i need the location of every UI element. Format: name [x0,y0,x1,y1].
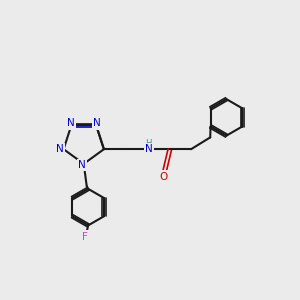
Text: F: F [82,232,88,242]
Text: H: H [146,140,152,148]
Text: N: N [78,160,86,170]
Text: N: N [56,144,64,154]
Text: N: N [93,118,101,128]
Text: N: N [67,118,75,128]
Text: N: N [145,144,152,154]
Text: O: O [159,172,167,182]
